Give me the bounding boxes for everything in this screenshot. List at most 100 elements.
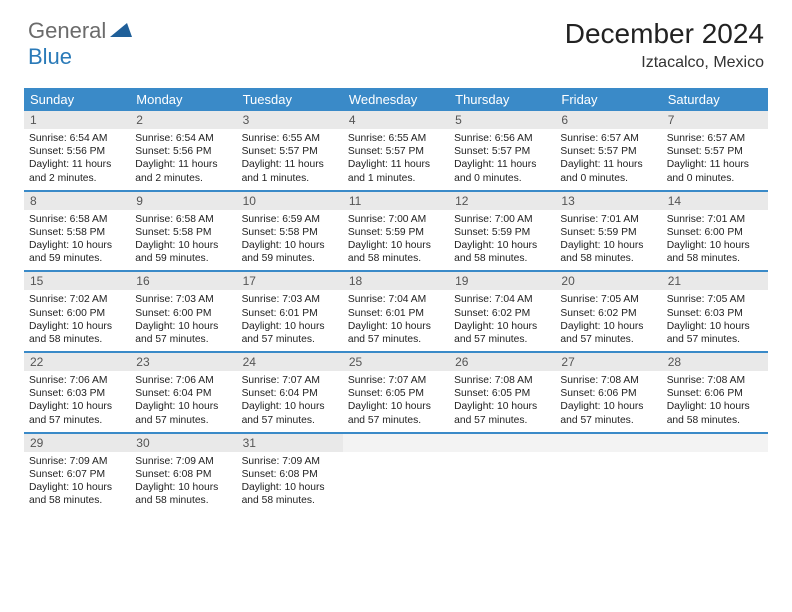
logo: General — [28, 18, 134, 44]
calendar-day: 23Sunrise: 7:06 AMSunset: 6:04 PMDayligh… — [130, 353, 236, 432]
dow-cell: Saturday — [662, 88, 768, 111]
day-body: Sunrise: 7:09 AMSunset: 6:07 PMDaylight:… — [24, 452, 130, 513]
calendar-day: 5Sunrise: 6:56 AMSunset: 5:57 PMDaylight… — [449, 111, 555, 190]
day-body: Sunrise: 7:01 AMSunset: 5:59 PMDaylight:… — [555, 210, 661, 271]
calendar-day: 8Sunrise: 6:58 AMSunset: 5:58 PMDaylight… — [24, 192, 130, 271]
day-number: 10 — [237, 192, 343, 210]
day-body: Sunrise: 7:06 AMSunset: 6:04 PMDaylight:… — [130, 371, 236, 432]
day-body: Sunrise: 6:57 AMSunset: 5:57 PMDaylight:… — [555, 129, 661, 190]
day-number: 28 — [662, 353, 768, 371]
day-number: 15 — [24, 272, 130, 290]
day-number: 29 — [24, 434, 130, 452]
day-number: 4 — [343, 111, 449, 129]
day-body: Sunrise: 7:06 AMSunset: 6:03 PMDaylight:… — [24, 371, 130, 432]
day-body — [555, 452, 661, 510]
day-body: Sunrise: 7:03 AMSunset: 6:00 PMDaylight:… — [130, 290, 236, 351]
day-body: Sunrise: 6:56 AMSunset: 5:57 PMDaylight:… — [449, 129, 555, 190]
day-number: 5 — [449, 111, 555, 129]
calendar-day: 21Sunrise: 7:05 AMSunset: 6:03 PMDayligh… — [662, 272, 768, 351]
day-body: Sunrise: 7:04 AMSunset: 6:02 PMDaylight:… — [449, 290, 555, 351]
calendar-day: 26Sunrise: 7:08 AMSunset: 6:05 PMDayligh… — [449, 353, 555, 432]
day-number: 17 — [237, 272, 343, 290]
calendar-day: 30Sunrise: 7:09 AMSunset: 6:08 PMDayligh… — [130, 434, 236, 513]
day-body: Sunrise: 7:08 AMSunset: 6:06 PMDaylight:… — [662, 371, 768, 432]
day-number: 20 — [555, 272, 661, 290]
calendar-day: 10Sunrise: 6:59 AMSunset: 5:58 PMDayligh… — [237, 192, 343, 271]
day-number: 14 — [662, 192, 768, 210]
day-number: 25 — [343, 353, 449, 371]
calendar-day: 3Sunrise: 6:55 AMSunset: 5:57 PMDaylight… — [237, 111, 343, 190]
day-number — [662, 434, 768, 452]
day-number: 11 — [343, 192, 449, 210]
calendar: SundayMondayTuesdayWednesdayThursdayFrid… — [24, 88, 768, 512]
day-body: Sunrise: 7:07 AMSunset: 6:05 PMDaylight:… — [343, 371, 449, 432]
calendar-week: 22Sunrise: 7:06 AMSunset: 6:03 PMDayligh… — [24, 351, 768, 432]
day-number: 13 — [555, 192, 661, 210]
calendar-day: 7Sunrise: 6:57 AMSunset: 5:57 PMDaylight… — [662, 111, 768, 190]
day-number: 31 — [237, 434, 343, 452]
dow-cell: Wednesday — [343, 88, 449, 111]
day-number: 12 — [449, 192, 555, 210]
day-number: 24 — [237, 353, 343, 371]
day-body: Sunrise: 6:58 AMSunset: 5:58 PMDaylight:… — [130, 210, 236, 271]
calendar-day: 27Sunrise: 7:08 AMSunset: 6:06 PMDayligh… — [555, 353, 661, 432]
day-body: Sunrise: 6:55 AMSunset: 5:57 PMDaylight:… — [343, 129, 449, 190]
calendar-day: 15Sunrise: 7:02 AMSunset: 6:00 PMDayligh… — [24, 272, 130, 351]
calendar-day — [662, 434, 768, 513]
day-body: Sunrise: 6:54 AMSunset: 5:56 PMDaylight:… — [24, 129, 130, 190]
day-body: Sunrise: 7:03 AMSunset: 6:01 PMDaylight:… — [237, 290, 343, 351]
day-body: Sunrise: 6:54 AMSunset: 5:56 PMDaylight:… — [130, 129, 236, 190]
calendar-day: 1Sunrise: 6:54 AMSunset: 5:56 PMDaylight… — [24, 111, 130, 190]
calendar-day: 22Sunrise: 7:06 AMSunset: 6:03 PMDayligh… — [24, 353, 130, 432]
calendar-day: 11Sunrise: 7:00 AMSunset: 5:59 PMDayligh… — [343, 192, 449, 271]
day-number: 21 — [662, 272, 768, 290]
day-number: 1 — [24, 111, 130, 129]
day-number — [343, 434, 449, 452]
day-number: 30 — [130, 434, 236, 452]
calendar-day: 2Sunrise: 6:54 AMSunset: 5:56 PMDaylight… — [130, 111, 236, 190]
day-body — [662, 452, 768, 510]
calendar-day — [449, 434, 555, 513]
calendar-day: 14Sunrise: 7:01 AMSunset: 6:00 PMDayligh… — [662, 192, 768, 271]
day-number: 7 — [662, 111, 768, 129]
day-body: Sunrise: 7:00 AMSunset: 5:59 PMDaylight:… — [343, 210, 449, 271]
dow-cell: Tuesday — [237, 88, 343, 111]
logo-text-blue: Blue — [28, 44, 72, 69]
day-number — [555, 434, 661, 452]
logo-text-gray: General — [28, 18, 106, 44]
day-body: Sunrise: 7:08 AMSunset: 6:05 PMDaylight:… — [449, 371, 555, 432]
day-body — [343, 452, 449, 510]
calendar-day: 4Sunrise: 6:55 AMSunset: 5:57 PMDaylight… — [343, 111, 449, 190]
dow-cell: Friday — [555, 88, 661, 111]
day-body: Sunrise: 7:01 AMSunset: 6:00 PMDaylight:… — [662, 210, 768, 271]
title-block: December 2024 Iztacalco, Mexico — [565, 18, 764, 72]
calendar-day: 29Sunrise: 7:09 AMSunset: 6:07 PMDayligh… — [24, 434, 130, 513]
calendar-day: 19Sunrise: 7:04 AMSunset: 6:02 PMDayligh… — [449, 272, 555, 351]
day-number: 8 — [24, 192, 130, 210]
page-title: December 2024 — [565, 18, 764, 50]
day-number: 16 — [130, 272, 236, 290]
day-number: 2 — [130, 111, 236, 129]
day-body: Sunrise: 6:57 AMSunset: 5:57 PMDaylight:… — [662, 129, 768, 190]
day-of-week-header: SundayMondayTuesdayWednesdayThursdayFrid… — [24, 88, 768, 111]
dow-cell: Sunday — [24, 88, 130, 111]
day-number: 9 — [130, 192, 236, 210]
day-number: 27 — [555, 353, 661, 371]
calendar-day: 28Sunrise: 7:08 AMSunset: 6:06 PMDayligh… — [662, 353, 768, 432]
day-body: Sunrise: 7:05 AMSunset: 6:02 PMDaylight:… — [555, 290, 661, 351]
calendar-day — [555, 434, 661, 513]
day-number: 22 — [24, 353, 130, 371]
day-body: Sunrise: 7:00 AMSunset: 5:59 PMDaylight:… — [449, 210, 555, 271]
calendar-week: 1Sunrise: 6:54 AMSunset: 5:56 PMDaylight… — [24, 111, 768, 190]
calendar-week: 8Sunrise: 6:58 AMSunset: 5:58 PMDaylight… — [24, 190, 768, 271]
day-number: 18 — [343, 272, 449, 290]
day-body: Sunrise: 7:02 AMSunset: 6:00 PMDaylight:… — [24, 290, 130, 351]
dow-cell: Monday — [130, 88, 236, 111]
calendar-day: 31Sunrise: 7:09 AMSunset: 6:08 PMDayligh… — [237, 434, 343, 513]
calendar-day: 25Sunrise: 7:07 AMSunset: 6:05 PMDayligh… — [343, 353, 449, 432]
logo-triangle-icon — [110, 21, 132, 42]
calendar-day: 24Sunrise: 7:07 AMSunset: 6:04 PMDayligh… — [237, 353, 343, 432]
location-subtitle: Iztacalco, Mexico — [565, 54, 764, 72]
calendar-day: 17Sunrise: 7:03 AMSunset: 6:01 PMDayligh… — [237, 272, 343, 351]
calendar-day: 9Sunrise: 6:58 AMSunset: 5:58 PMDaylight… — [130, 192, 236, 271]
